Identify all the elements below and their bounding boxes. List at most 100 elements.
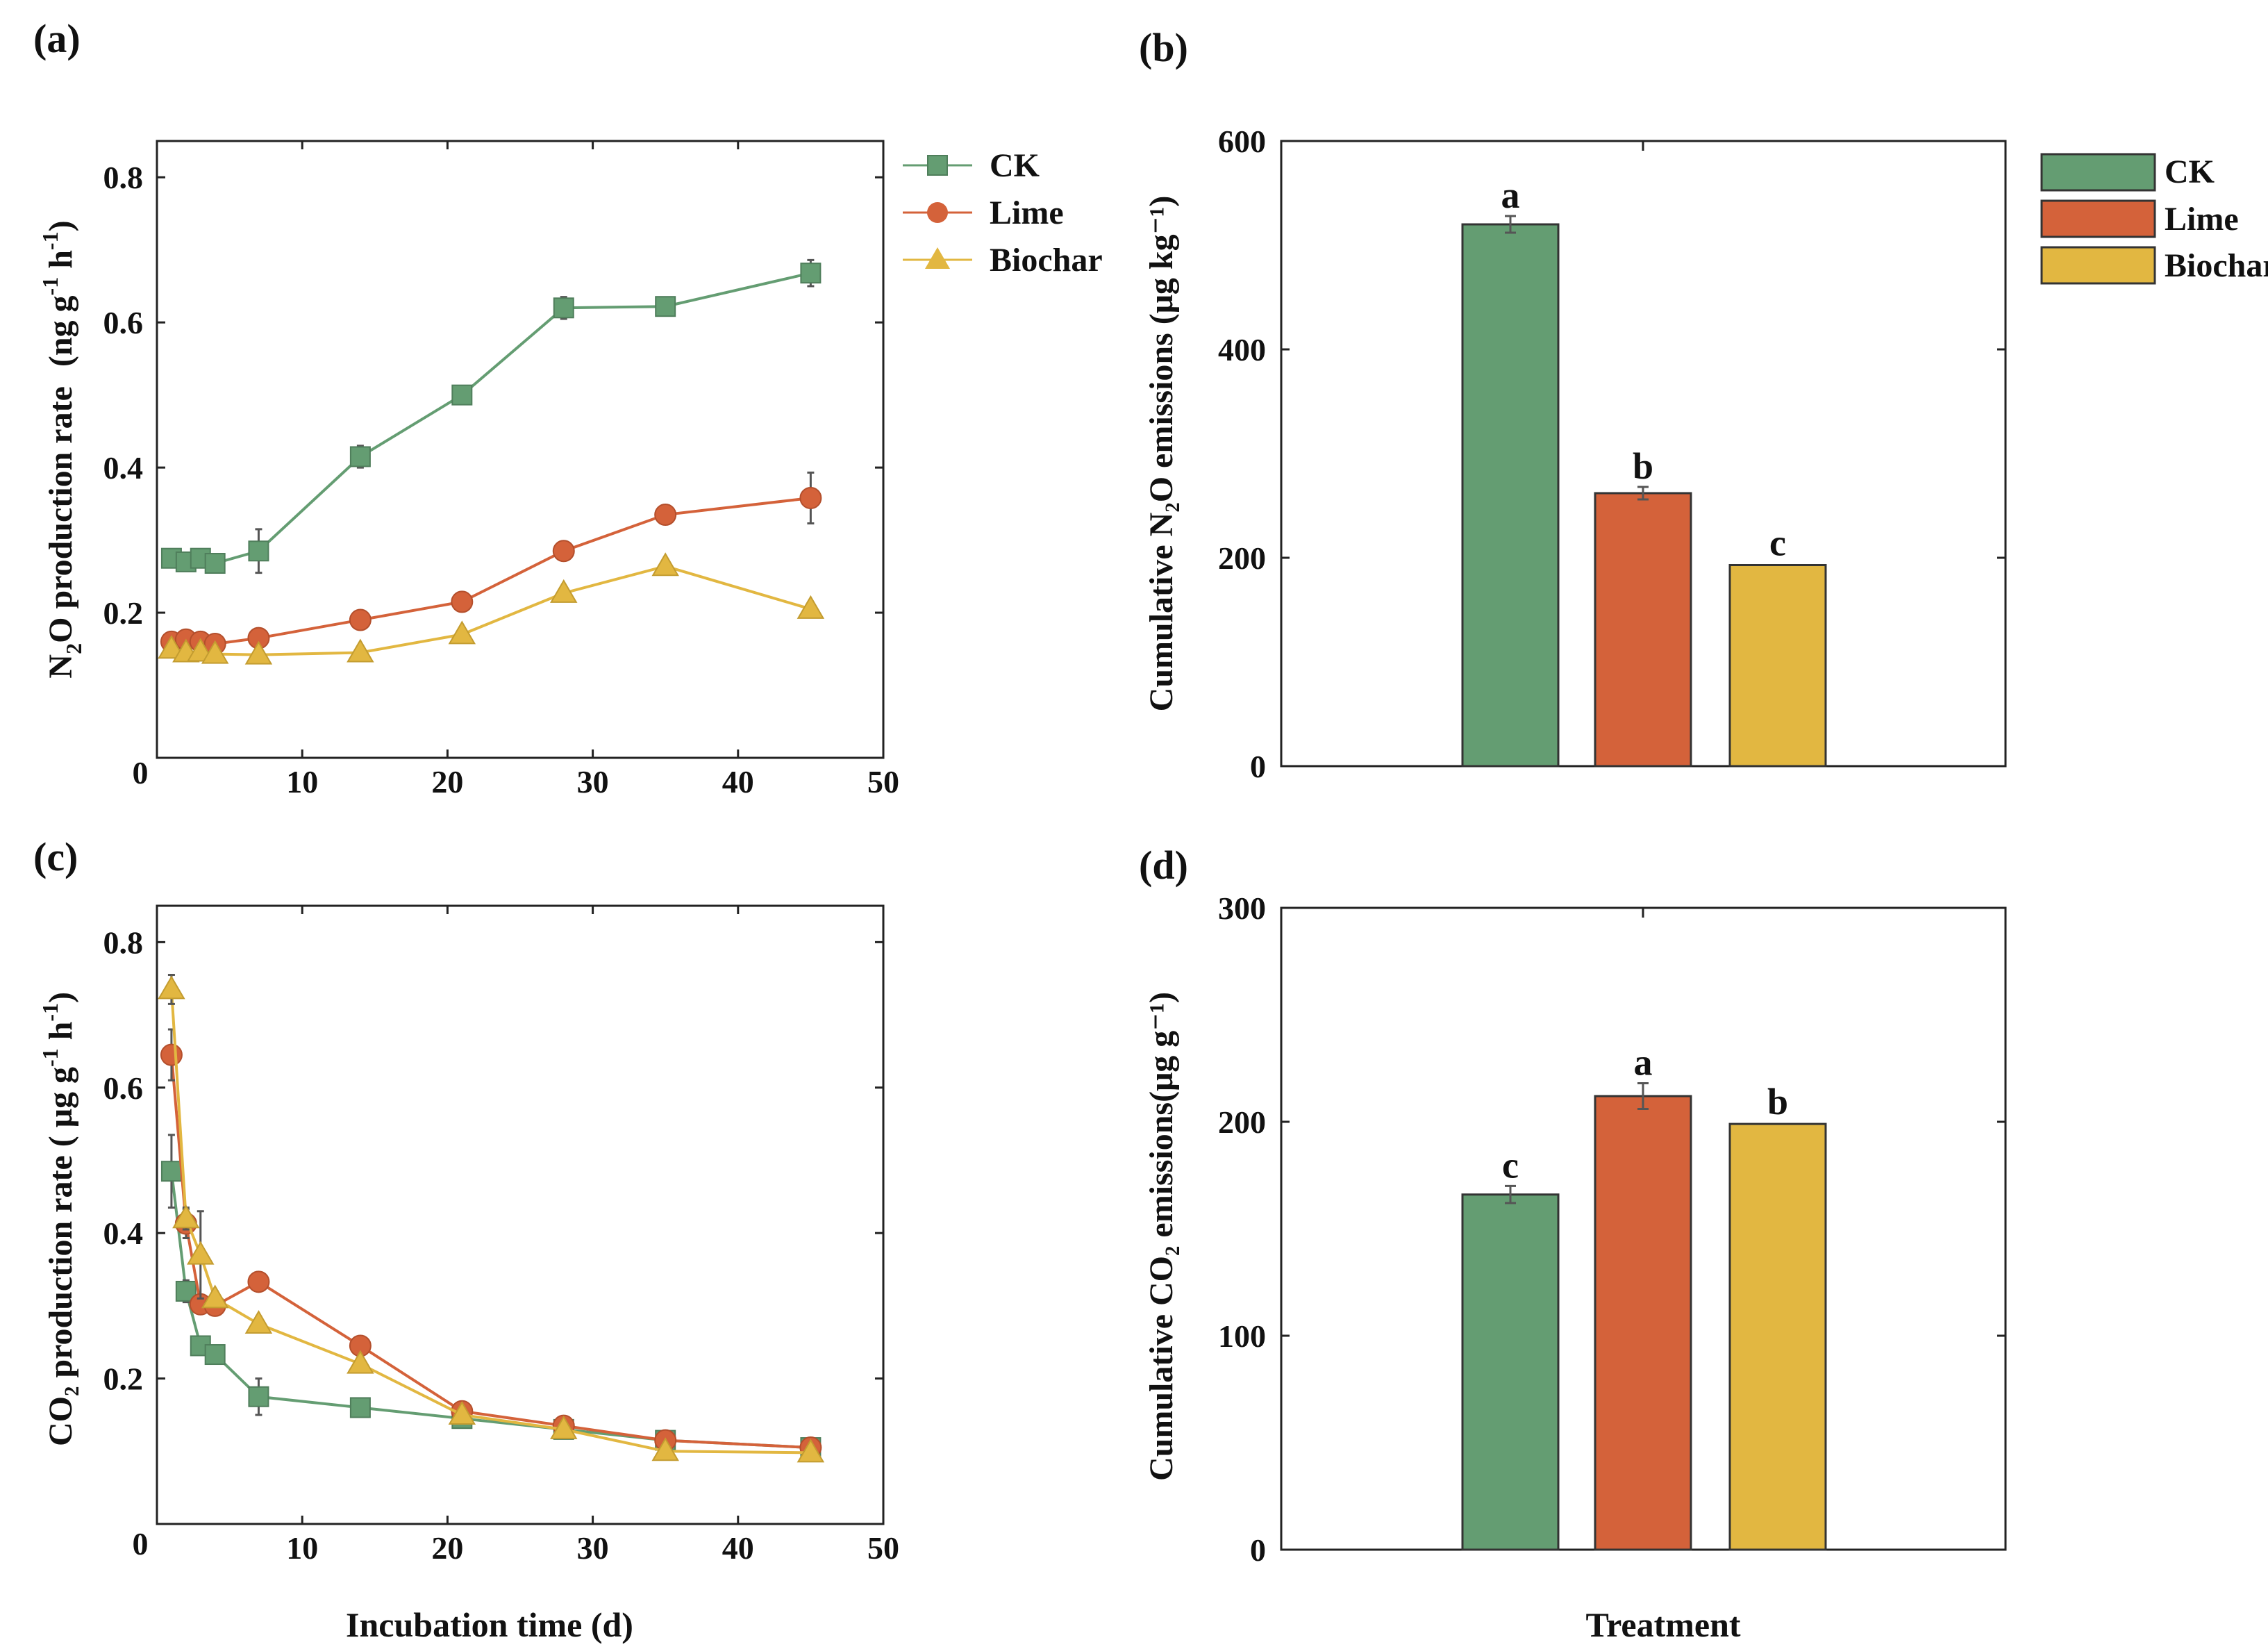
panel-d-bars: c a b — [1461, 1042, 1827, 1551]
legend-biochar-label: Biochar — [990, 242, 1103, 279]
data-point-ck — [655, 296, 676, 317]
data-point-biochar — [448, 1400, 476, 1425]
panel-a-y-axis: 0.2 0.4 0.6 0.8 — [103, 160, 883, 759]
legend-ck-label: CK — [990, 147, 1040, 184]
y-tick-label: 100 — [1218, 1318, 1266, 1354]
data-point-biochar — [158, 635, 185, 659]
x-tick-label: 20 — [431, 1530, 463, 1566]
panel-c-series — [158, 973, 825, 1463]
x-tick-label: 30 — [577, 1530, 609, 1566]
y-tick-label: 0.8 — [103, 160, 144, 195]
data-point-lime — [160, 1043, 183, 1066]
significance-letter-ck: a — [1501, 174, 1520, 216]
panel-b-y-axis-title: Cumulative N₂O emissions (μg kg⁻¹) — [1143, 196, 1180, 712]
panel-c-x-axis: 10 20 30 40 50 — [156, 906, 899, 1566]
series-line-ck — [169, 1170, 811, 1450]
x-tick-label: 40 — [722, 764, 754, 799]
panel-c-plot-frame — [156, 904, 885, 1525]
significance-letter-biochar: c — [1769, 522, 1786, 564]
data-point-biochar — [550, 1415, 578, 1439]
legend-lime-label: Lime — [990, 194, 1064, 231]
y-tick-label: 0 — [1250, 1532, 1266, 1568]
data-point-ck — [553, 297, 574, 319]
legend-lime-swatch — [2040, 199, 2156, 238]
legend-ck-marker — [927, 155, 948, 176]
data-point-ck — [204, 553, 226, 574]
panel-a-x-axis: 10 20 30 40 50 — [156, 141, 899, 799]
data-point-biochar — [651, 552, 679, 577]
legend-ck-swatch — [2040, 153, 2156, 192]
legend-lime-marker — [927, 202, 948, 223]
bar-ck — [1461, 223, 1560, 768]
y-tick-label: 0.6 — [103, 1070, 144, 1106]
panel-c-origin-label: 0 — [133, 1526, 149, 1561]
legend-biochar-marker — [925, 247, 950, 269]
data-point-ck — [349, 446, 371, 467]
panel-c-line-chart: 10 20 30 40 50 0.2 0.4 0.6 0.8 0 CO₂ production… — [37, 904, 899, 1644]
x-tick-label: 10 — [286, 764, 318, 799]
data-point-biochar — [244, 1310, 273, 1334]
data-point-ck — [248, 540, 269, 562]
panel-c-y-axis-title: CO₂ production rate ( μg g-1 h-1) — [37, 992, 79, 1446]
y-tick-label: 200 — [1218, 540, 1266, 576]
panel-label-a: (a) — [33, 16, 81, 61]
data-point-biochar — [201, 640, 229, 664]
panel-label-d: (d) — [1139, 843, 1188, 888]
y-tick-label: 200 — [1218, 1104, 1266, 1140]
significance-letter-biochar: b — [1767, 1081, 1788, 1122]
bar-lime — [1594, 1095, 1692, 1551]
y-tick-label: 0.4 — [103, 1216, 144, 1251]
data-point-biochar — [797, 595, 825, 619]
data-point-ck — [451, 384, 473, 406]
y-tick-label: 600 — [1218, 124, 1266, 159]
data-point-ck — [248, 1386, 269, 1407]
bar-biochar — [1728, 564, 1827, 768]
x-tick-label: 50 — [867, 1530, 899, 1566]
panel-d-bar-chart: 0 100 200 300 c a b Cumulative CO₂ emissions(… — [1143, 890, 2007, 1644]
panel-a-y-axis-title: N2O production rate(ng g-1 h-1) — [37, 220, 86, 678]
significance-letter-lime: b — [1633, 445, 1653, 487]
y-tick-label: 0 — [1250, 749, 1266, 784]
panel-d-y-axis-title: Cumulative CO₂ emissions(μg g⁻¹) — [1143, 992, 1180, 1481]
panel-a-line-chart: 10 20 30 40 50 0.2 0.4 0.6 0.8 0 N2O production… — [37, 140, 1103, 799]
significance-letter-lime: a — [1634, 1042, 1653, 1084]
panel-b-legend: CK Lime Biochar — [2040, 153, 2268, 285]
error-bar-lime — [1637, 486, 1649, 501]
y-tick-label: 0.4 — [103, 450, 144, 486]
panel-d-x-axis-title: Treatment — [1585, 1605, 1740, 1644]
data-point-biochar — [244, 640, 273, 665]
series-line-biochar — [169, 989, 811, 1455]
legend-biochar-label: Biochar — [2165, 247, 2268, 284]
data-point-ck — [800, 263, 822, 284]
y-tick-label: 400 — [1218, 332, 1266, 367]
data-point-lime — [349, 608, 372, 631]
panel-c-x-axis-title: Incubation time (d) — [346, 1605, 633, 1644]
y-tick-label: 0.8 — [103, 925, 144, 960]
data-point-biochar — [347, 638, 374, 663]
panel-d-y-axis: 0 100 200 300 — [1218, 890, 2006, 1568]
y-tick-label: 0.2 — [103, 595, 144, 631]
x-tick-label: 50 — [867, 764, 899, 799]
bar-lime — [1594, 492, 1692, 768]
data-point-ck — [204, 1344, 226, 1366]
panel-b-bar-chart: 0 200 400 600 a b c Cumulative N₂O emissions … — [1143, 124, 2268, 784]
panel-a-plot-frame — [156, 140, 885, 759]
legend-biochar-swatch — [2040, 246, 2156, 285]
bar-ck — [1461, 1193, 1560, 1551]
data-point-ck — [160, 1161, 182, 1182]
error-bar-ck — [1505, 1184, 1516, 1204]
significance-letter-ck: c — [1502, 1144, 1519, 1186]
panel-a-legend: CK Lime Biochar — [903, 147, 1103, 279]
x-tick-label: 30 — [577, 764, 609, 799]
x-tick-label: 10 — [286, 1530, 318, 1566]
panel-label-b: (b) — [1139, 25, 1188, 70]
data-point-biochar — [347, 1350, 374, 1374]
error-bar-ck — [1505, 215, 1516, 234]
panel-b-y-axis: 0 200 400 600 — [1218, 124, 2006, 784]
data-point-biochar — [797, 1439, 825, 1463]
data-point-biochar — [550, 579, 578, 603]
y-tick-label: 0.2 — [103, 1361, 144, 1397]
panel-label-c: (c) — [33, 834, 78, 879]
panel-a-origin-label: 0 — [133, 755, 149, 790]
